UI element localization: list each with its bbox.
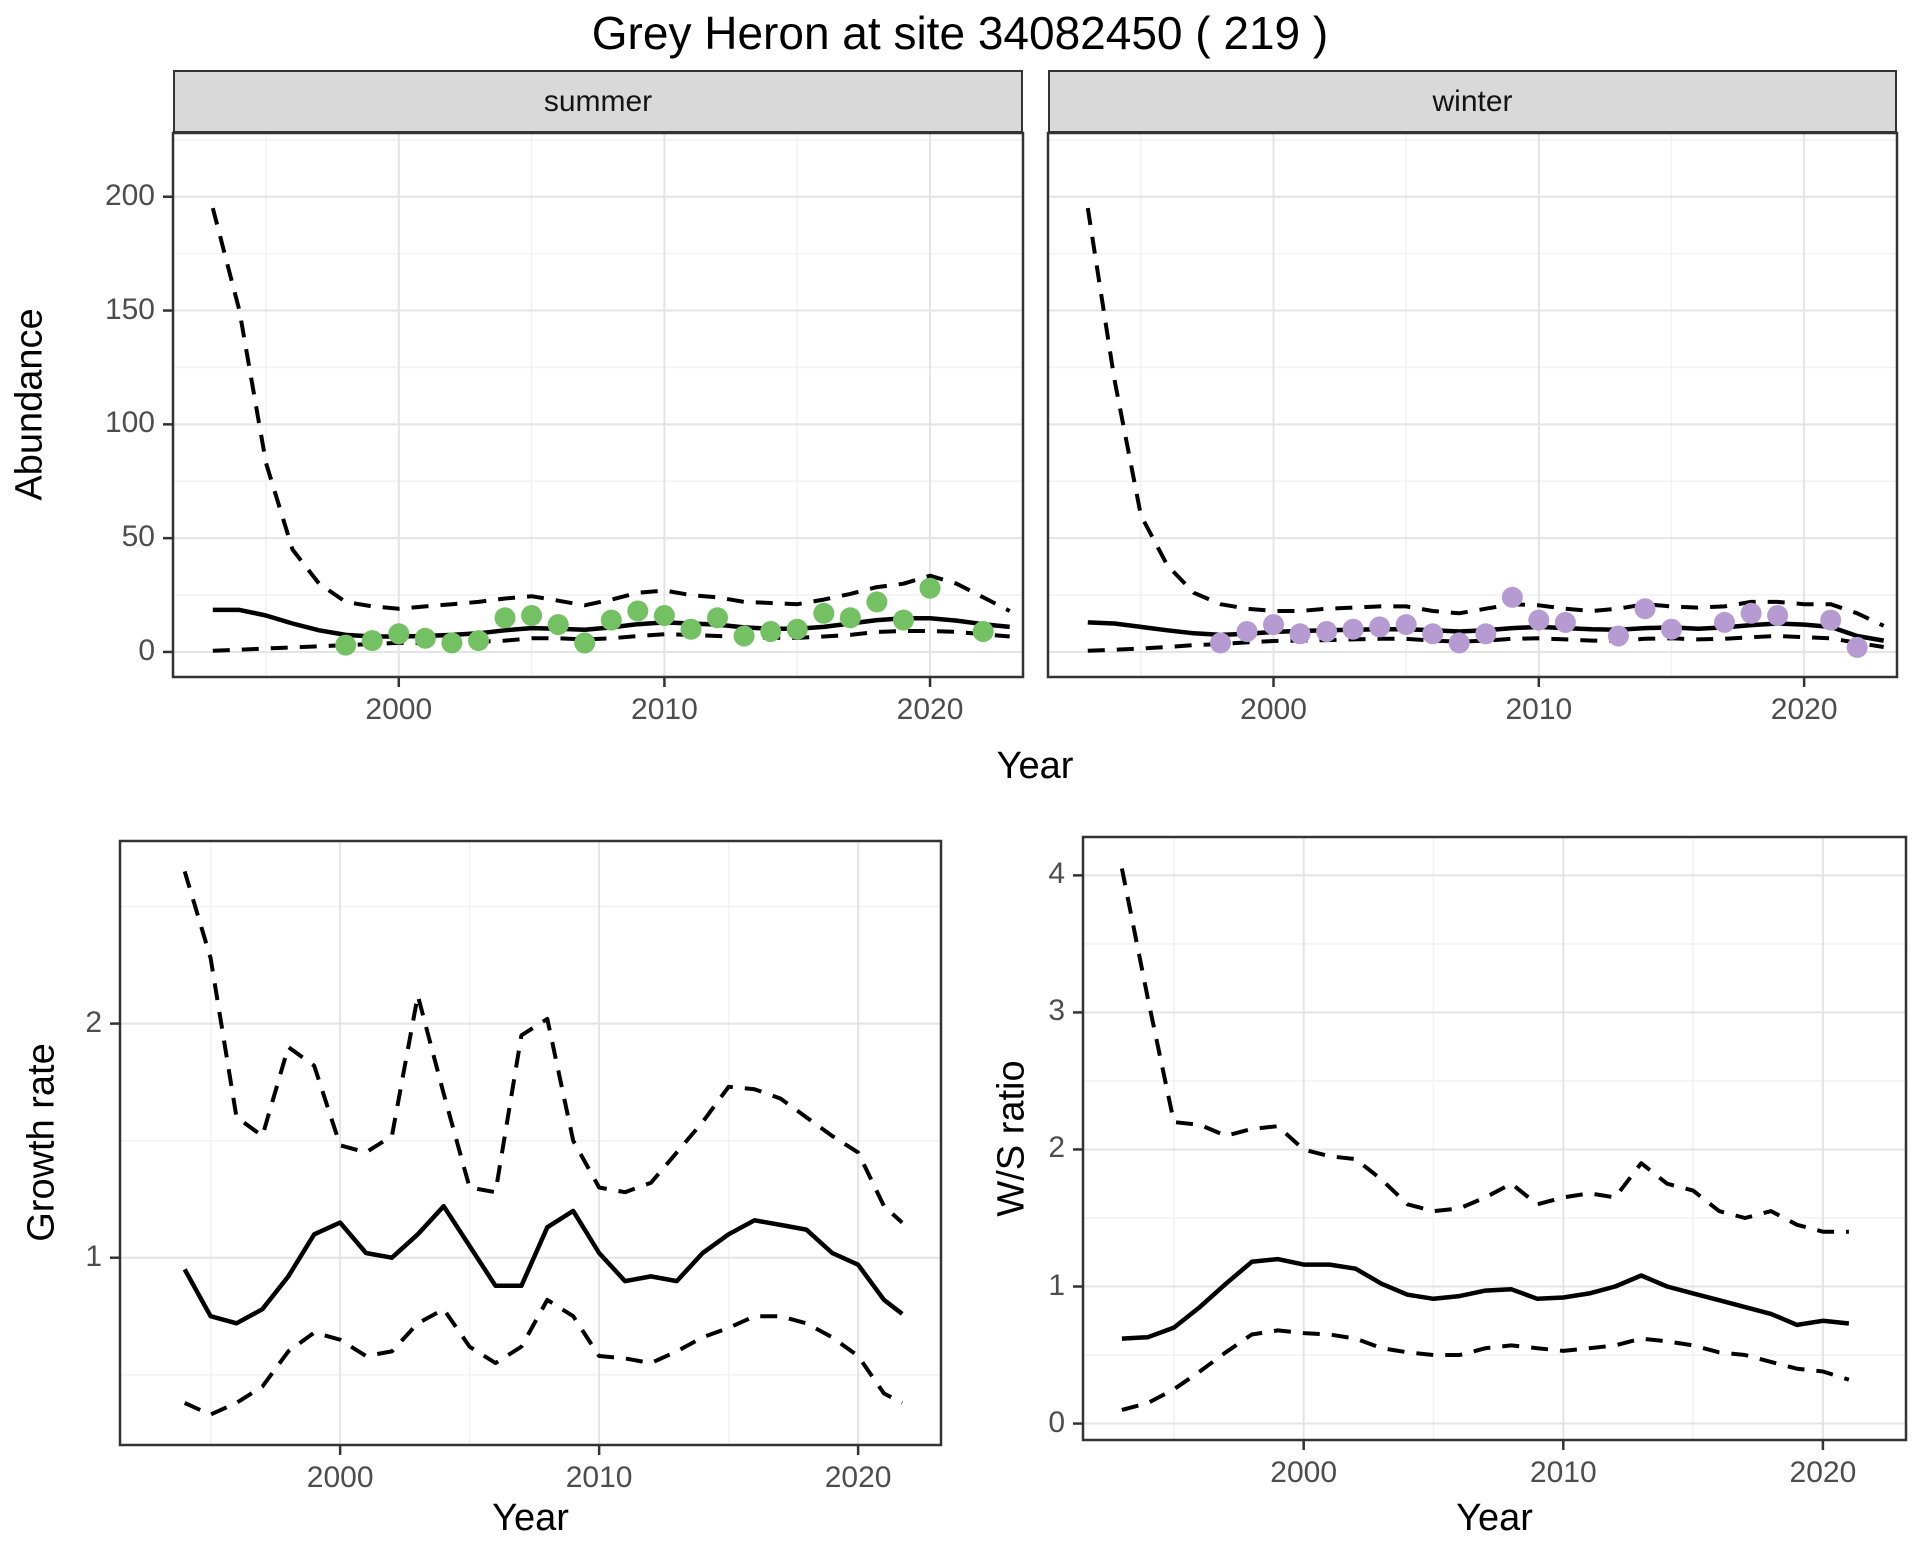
x-tick-label: 2010	[529, 1461, 669, 1495]
x-tick-label: 2020	[1753, 1456, 1893, 1490]
x-tick-label: 2020	[788, 1461, 928, 1495]
data-point	[760, 621, 781, 642]
y-tick-label: 50	[75, 520, 155, 554]
data-point	[1741, 603, 1762, 624]
axis-title-growth-rate: Growth rate	[21, 943, 64, 1343]
data-point	[920, 578, 941, 599]
series-lower_95ci	[1122, 1330, 1849, 1410]
facet-strip-winter: winter	[1048, 70, 1897, 133]
series-upper_95ci	[213, 208, 1010, 611]
panel-abundance-summer	[173, 133, 1023, 677]
data-point	[627, 601, 648, 622]
data-point	[1608, 626, 1629, 647]
data-point	[335, 635, 356, 656]
data-point	[495, 607, 516, 628]
data-point	[1555, 612, 1576, 633]
data-point	[548, 614, 569, 635]
y-tick-label: 2	[22, 1006, 102, 1040]
x-tick-label: 2000	[329, 693, 469, 727]
data-point	[1635, 598, 1656, 619]
panel-border	[1083, 837, 1906, 1440]
data-point	[1316, 621, 1337, 642]
y-tick-label: 100	[75, 406, 155, 440]
panel-abundance-winter	[1048, 133, 1897, 677]
data-point	[813, 603, 834, 624]
x-tick-label: 2020	[860, 693, 1000, 727]
data-point	[362, 630, 383, 651]
data-point	[441, 632, 462, 653]
y-tick-label: 1	[985, 1269, 1065, 1303]
data-point	[1475, 623, 1496, 644]
data-point	[388, 623, 409, 644]
data-point	[707, 607, 728, 628]
x-tick-label: 2000	[270, 1461, 410, 1495]
axis-title-year-top: Year	[173, 745, 1897, 788]
data-point	[1237, 621, 1258, 642]
y-tick-label: 1	[22, 1240, 102, 1274]
data-point	[1343, 619, 1364, 640]
data-point	[866, 591, 887, 612]
data-point	[1528, 610, 1549, 631]
data-point	[468, 630, 489, 651]
axis-title-year-ws: Year	[1083, 1497, 1906, 1540]
data-point	[734, 626, 755, 647]
data-point	[681, 619, 702, 640]
data-point	[1449, 632, 1470, 653]
y-tick-label: 3	[985, 994, 1065, 1028]
data-point	[1369, 616, 1390, 637]
series-upper_95ci	[1088, 208, 1884, 626]
data-point	[1422, 623, 1443, 644]
axis-title-abundance: Abundance	[9, 205, 52, 605]
page-title: Grey Heron at site 34082450 ( 219 )	[0, 6, 1920, 60]
y-tick-label: 0	[75, 634, 155, 668]
data-point	[1263, 614, 1284, 635]
data-point	[1210, 632, 1231, 653]
x-tick-label: 2010	[1469, 693, 1609, 727]
panel-ws-ratio	[1083, 837, 1906, 1440]
y-tick-label: 0	[985, 1406, 1065, 1440]
x-tick-label: 2010	[1493, 1456, 1633, 1490]
data-point	[1290, 623, 1311, 644]
data-point	[415, 628, 436, 649]
y-tick-label: 4	[985, 857, 1065, 891]
data-point	[521, 605, 542, 626]
x-tick-label: 2000	[1234, 1456, 1374, 1490]
y-tick-label: 150	[75, 293, 155, 327]
x-tick-label: 2010	[594, 693, 734, 727]
x-tick-label: 2020	[1734, 693, 1874, 727]
data-point	[601, 610, 622, 631]
data-point	[787, 619, 808, 640]
data-point	[1396, 614, 1417, 635]
facet-strip-summer: summer	[173, 70, 1023, 133]
y-tick-label: 200	[75, 179, 155, 213]
panel-border	[120, 841, 941, 1445]
series-upper_95ci	[1122, 869, 1849, 1232]
data-point	[1820, 610, 1841, 631]
data-point	[973, 621, 994, 642]
data-point	[1661, 619, 1682, 640]
facet-label-summer: summer	[544, 85, 652, 119]
series-lower_95ci	[185, 1300, 903, 1415]
data-point	[840, 607, 861, 628]
data-point	[1847, 637, 1868, 658]
data-point	[654, 605, 675, 626]
facet-label-winter: winter	[1432, 85, 1512, 119]
data-point	[1714, 612, 1735, 633]
data-point	[893, 610, 914, 631]
axis-title-year-growth: Year	[120, 1497, 941, 1540]
panel-growth-rate	[120, 841, 941, 1445]
y-tick-label: 2	[985, 1131, 1065, 1165]
x-tick-label: 2000	[1204, 693, 1344, 727]
data-point	[1502, 587, 1523, 608]
data-point	[1767, 605, 1788, 626]
series-upper_95ci	[185, 871, 903, 1222]
series-mean	[1122, 1259, 1849, 1339]
data-point	[574, 632, 595, 653]
figure: Grey Heron at site 34082450 ( 219 ) summ…	[0, 0, 1920, 1560]
